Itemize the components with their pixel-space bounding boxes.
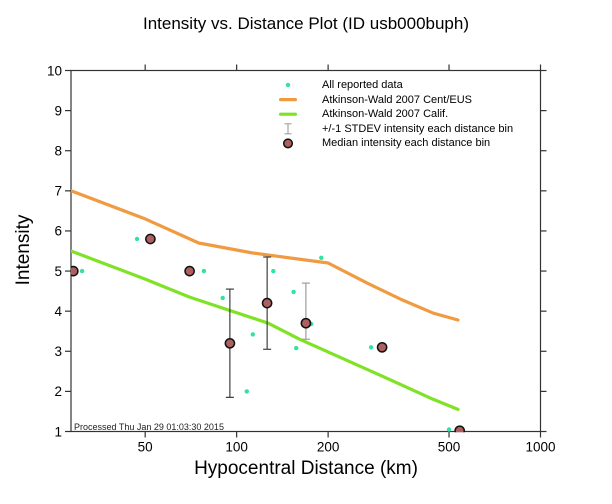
svg-text:7: 7 (54, 184, 62, 199)
curve-2 (71, 249, 460, 411)
reported-data-point (319, 255, 324, 260)
reported-data-point (291, 289, 296, 295)
svg-text:9: 9 (54, 103, 62, 118)
svg-text:1: 1 (54, 424, 62, 439)
svg-text:3: 3 (54, 344, 62, 359)
svg-text:10: 10 (47, 63, 62, 78)
legend-line-swatch (279, 112, 297, 116)
legend-label-all-reported-data: All reported data (322, 79, 403, 91)
median-point (184, 265, 195, 277)
median-point (376, 341, 388, 353)
svg-text:1000: 1000 (525, 440, 555, 455)
median-point (300, 317, 312, 329)
median-point (224, 337, 236, 349)
processed-timestamp: Processed Thu Jan 29 01:03:30 2015 (74, 422, 224, 432)
reported-data-point (250, 332, 255, 337)
svg-text:2: 2 (54, 384, 62, 399)
x-axis-label: Hypocentral Distance (km) (194, 458, 418, 479)
median-point (145, 233, 156, 245)
legend-label-median: Median intensity each distance bin (322, 137, 491, 150)
svg-text:500: 500 (438, 440, 461, 455)
reported-data-point (271, 268, 276, 274)
reported-data-point (446, 427, 452, 432)
legend-label-cent-eus: Atkinson-Wald 2007 Cent/EUS (322, 93, 472, 106)
reported-data-point (220, 295, 225, 301)
stdev-bar (301, 282, 310, 340)
legend-dot-swatch (285, 82, 291, 88)
chart-title: Intensity vs. Distance Plot (ID usb000bu… (143, 14, 469, 33)
svg-text:50: 50 (138, 440, 153, 455)
legend-errorbar-swatch (284, 123, 292, 135)
median-point (71, 265, 79, 277)
svg-text:8: 8 (54, 144, 62, 159)
svg-text:100: 100 (225, 440, 248, 455)
median-point (454, 425, 466, 433)
legend-median-swatch (282, 138, 294, 149)
reported-data-point (368, 345, 374, 350)
reported-data-point (79, 268, 85, 274)
svg-text:200: 200 (317, 440, 340, 455)
y-axis-label: Intensity (13, 214, 34, 286)
legend-line-swatch (279, 98, 297, 102)
data-layer (71, 189, 466, 433)
svg-text:5: 5 (54, 264, 62, 279)
reported-data-point (294, 345, 299, 351)
tick-labels: 50 100 200 500 1000 1 2 3 4 5 6 7 8 9 10 (47, 63, 556, 454)
legend-label-calif: Atkinson-Wald 2007 Calif. (322, 108, 449, 121)
svg-text:4: 4 (54, 304, 62, 319)
legend: All reported data Atkinson-Wald 2007 Cen… (322, 78, 513, 151)
svg-text:6: 6 (54, 224, 62, 239)
reported-data-point (244, 389, 249, 394)
reported-data-point (201, 268, 207, 274)
legend-label-stdev: +/-1 STDEV intensity each distance bin (322, 122, 514, 135)
curve-1 (71, 189, 460, 322)
median-point (261, 297, 273, 309)
reported-data-point (134, 236, 140, 242)
